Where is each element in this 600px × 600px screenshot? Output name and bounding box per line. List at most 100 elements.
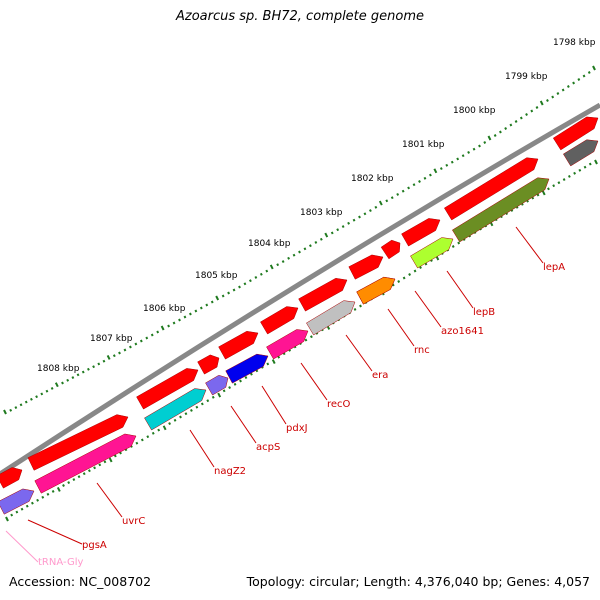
kbp-ruler: 1798 kbp 1799 kbp 1800 kbp 1801 kbp 1802 kbp… — [37, 38, 596, 374]
feature-labels: lepA lepB azo1641 rnc era recO pdxJ acpS nagZ2 uv… — [5, 226, 565, 568]
feature-block — [225, 353, 269, 384]
inner-ruler-tick — [304, 338, 308, 342]
ruler-tick — [336, 228, 340, 232]
inner-ruler-tick — [41, 495, 45, 499]
inner-ruler-tick — [228, 386, 231, 389]
ruler-tick — [514, 120, 518, 123]
ruler-tick — [347, 221, 350, 225]
inner-ruler-tick — [250, 372, 253, 376]
inner-ruler-tick — [195, 405, 199, 409]
ruler-tick — [418, 180, 421, 183]
ruler-tick — [54, 382, 59, 388]
ruler-tick — [210, 300, 214, 304]
feature-block — [0, 488, 35, 515]
ruler-tick — [221, 294, 225, 298]
inner-ruler-tick — [113, 454, 117, 458]
inner-ruler-tick — [541, 190, 546, 196]
ruler-tick — [3, 409, 7, 415]
ruler-tick — [30, 397, 33, 401]
gene-arrow — [218, 330, 259, 360]
inner-ruler-tick — [359, 304, 362, 308]
inner-ruler-tick — [20, 507, 24, 511]
gene-arrow — [401, 218, 441, 247]
inner-ruler-tick — [211, 395, 215, 399]
ruler-tick — [572, 81, 575, 85]
inner-ruler-tick — [108, 457, 113, 463]
feature-block — [306, 300, 356, 336]
inner-ruler-tick — [51, 489, 55, 493]
feature-label: lepB — [473, 307, 495, 318]
ruler-tick — [178, 318, 181, 322]
ruler-tick — [341, 225, 345, 228]
inner-ruler-tick — [547, 187, 550, 191]
feature-block — [451, 177, 550, 243]
ruler-tick — [269, 264, 274, 270]
inner-ruler-tick — [82, 472, 86, 476]
ruler-tick — [450, 160, 454, 164]
gene-arrow — [380, 239, 401, 260]
ruler-tick — [546, 99, 549, 102]
ruler-tick — [499, 130, 502, 134]
inner-ruler-tick — [162, 425, 167, 431]
inner-ruler-tick — [146, 435, 150, 439]
inner-ruler-tick — [135, 441, 139, 445]
ruler-tick — [199, 306, 203, 310]
ruler-tick — [566, 85, 570, 88]
ruler-tick — [287, 256, 290, 260]
ruler-tick — [577, 78, 581, 81]
ruler-tick — [314, 241, 318, 244]
ruler-tick — [539, 100, 544, 106]
ruler-tick — [160, 325, 165, 331]
inner-ruler-tick — [25, 504, 29, 508]
feature-block — [410, 237, 454, 269]
ruler-tick — [303, 247, 307, 251]
ruler-tick — [156, 330, 160, 334]
inner-ruler-tick — [46, 492, 50, 496]
ruler-tick — [194, 309, 198, 313]
ruler-tick — [35, 395, 38, 399]
gene-arrow — [197, 354, 220, 375]
ruler-tick — [535, 106, 539, 109]
inner-ruler-tick — [190, 409, 193, 412]
feature-leader-line — [27, 519, 83, 545]
ruler-tick — [461, 154, 465, 158]
kbp-label: 1799 kbp — [505, 72, 548, 82]
inner-ruler-tick — [583, 165, 587, 169]
inner-ruler-tick — [419, 266, 422, 269]
gene-arrow — [298, 277, 348, 312]
ruler-tick — [363, 212, 367, 216]
inner-ruler-tick — [98, 463, 102, 467]
inner-ruler-tick — [179, 415, 182, 419]
feature-label: uvrC — [122, 516, 145, 527]
ruler-tick — [281, 260, 285, 263]
inner-ruler-tick — [93, 466, 96, 470]
ruler-tick — [259, 272, 263, 276]
inner-ruler-tick — [15, 510, 19, 514]
kbp-label: 1801 kbp — [402, 140, 445, 150]
inner-ruler-tick — [451, 245, 455, 248]
ruler-tick — [14, 406, 18, 409]
inner-ruler-tick — [567, 175, 571, 178]
feature-label: acpS — [256, 442, 280, 453]
ruler-tick — [429, 173, 432, 177]
ruler-tick — [487, 135, 492, 141]
ruler-tick — [319, 237, 323, 241]
ruler-tick — [324, 232, 329, 238]
ruler-tick — [456, 157, 460, 161]
ruler-tick — [509, 123, 513, 127]
ruler-tick — [40, 392, 44, 396]
ruler-tick — [61, 381, 64, 385]
feature-label: rnc — [414, 345, 430, 356]
feature-block — [356, 276, 396, 305]
kbp-label: 1808 kbp — [37, 364, 80, 374]
feature-leader-line — [189, 429, 215, 468]
ruler-tick — [556, 92, 560, 95]
ruler-tick — [401, 189, 405, 193]
accession-text: Accession: NC_008702 — [9, 574, 152, 589]
feature-label: era — [372, 370, 388, 381]
ruler-tick — [472, 147, 476, 151]
gene-arrow — [27, 414, 129, 471]
ruler-tick — [582, 74, 586, 78]
gene-arrow — [552, 116, 599, 151]
ruler-tick — [493, 134, 497, 137]
